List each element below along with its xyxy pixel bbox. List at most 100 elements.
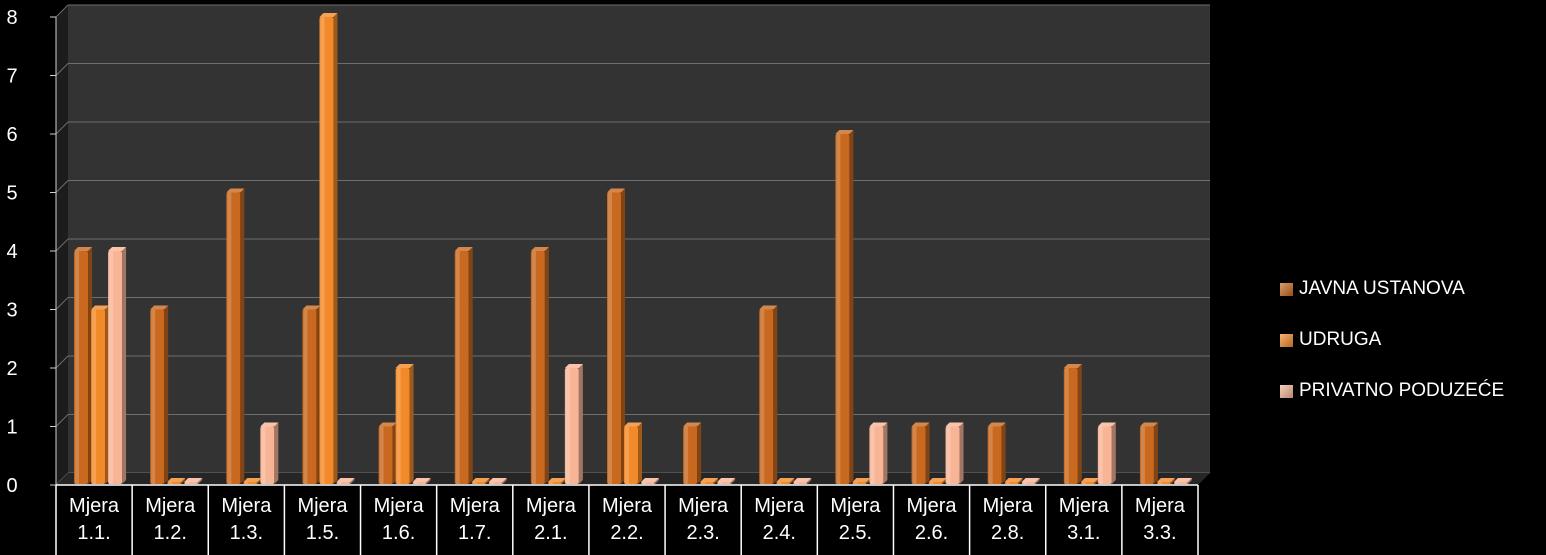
bar-udruga-11-top bbox=[852, 478, 871, 482]
bar-privatno-poduze-e-14-highlight bbox=[1098, 426, 1103, 484]
bar-javna-ustanova-1-top bbox=[74, 247, 93, 251]
y-tick-label: 0 bbox=[6, 475, 17, 497]
legend-item-udruga: UDRUGA bbox=[1280, 327, 1504, 353]
y-tick-label: 5 bbox=[6, 183, 17, 205]
bar-javna-ustanova-11-side bbox=[849, 130, 854, 484]
bar-udruga-10-top bbox=[776, 478, 795, 482]
legend-swatch-udruga bbox=[1280, 333, 1293, 347]
bar-udruga-5-highlight bbox=[396, 368, 401, 484]
bar-javna-ustanova-5-top bbox=[378, 422, 397, 427]
bar-privatno-poduze-e-1-highlight bbox=[109, 251, 114, 484]
bar-javna-ustanova-3-side bbox=[240, 188, 245, 484]
bar-udruga-3-highlight bbox=[244, 482, 249, 484]
bar-udruga-12-top bbox=[928, 478, 947, 482]
bar-javna-ustanova-8-highlight bbox=[608, 192, 612, 484]
y-tick-label: 4 bbox=[6, 241, 17, 263]
bar-privatno-poduze-e-12-side bbox=[959, 422, 964, 484]
bar-privatno-poduze-e-7-side bbox=[578, 364, 583, 484]
bar-privatno-poduze-e-6-top bbox=[488, 478, 507, 482]
bar-privatno-poduze-e-4-highlight bbox=[337, 482, 342, 484]
bar-javna-ustanova-10-highlight bbox=[760, 309, 765, 484]
bar-javna-ustanova-14-top bbox=[1063, 364, 1082, 368]
bar-privatno-poduze-e-9-side bbox=[731, 478, 736, 484]
bar-udruga-15-top bbox=[1156, 478, 1175, 482]
chart-legend: JAVNA USTANOVA UDRUGA PRIVATNO PODUZEĆE bbox=[1280, 276, 1504, 429]
bar-privatno-poduze-e-11-side bbox=[883, 422, 888, 484]
bar-udruga-4-side bbox=[333, 13, 338, 484]
x-category-label: Mjera bbox=[221, 495, 272, 517]
bar-udruga-8-side bbox=[638, 422, 642, 484]
bar-javna-ustanova-12-side bbox=[925, 422, 930, 484]
x-category-label: Mjera bbox=[297, 495, 348, 517]
x-category-label: 2.1. bbox=[534, 522, 567, 544]
bar-udruga-10-highlight bbox=[777, 482, 782, 484]
bar-privatno-poduze-e-3-highlight bbox=[261, 426, 266, 484]
bar-javna-ustanova-14-side bbox=[1077, 364, 1082, 484]
bar-javna-ustanova-3-top bbox=[226, 188, 245, 193]
bar-udruga-7-highlight bbox=[548, 482, 553, 484]
x-category-label: 1.6. bbox=[382, 522, 415, 544]
legend-label-udruga: UDRUGA bbox=[1299, 329, 1382, 350]
bar-javna-ustanova-4-highlight bbox=[303, 309, 308, 484]
bar-javna-ustanova-9-side bbox=[697, 422, 702, 484]
gridline-side bbox=[55, 238, 69, 252]
bar-privatno-poduze-e-10-side bbox=[807, 478, 812, 484]
bar-javna-ustanova-3-highlight bbox=[227, 192, 232, 484]
bar-privatno-poduze-e-5-top bbox=[412, 478, 431, 482]
gridline-side bbox=[55, 63, 69, 76]
bar-privatno-poduze-e-6-side bbox=[502, 478, 507, 484]
bar-privatno-poduze-e-7-top bbox=[564, 364, 583, 368]
bar-javna-ustanova-13-side bbox=[1001, 422, 1006, 484]
bar-udruga-9-highlight bbox=[701, 482, 706, 484]
x-category-label: 2.2. bbox=[610, 522, 643, 544]
bar-udruga-15-side bbox=[1170, 478, 1175, 484]
bar-privatno-poduze-e-14-side bbox=[1111, 422, 1116, 484]
x-category-label: Mjera bbox=[1135, 495, 1186, 517]
bar-privatno-poduze-e-3-side bbox=[274, 422, 279, 484]
bar-privatno-poduze-e-8-side bbox=[655, 478, 659, 484]
bar-javna-ustanova-6-side bbox=[468, 247, 473, 484]
bar-udruga-6-top bbox=[471, 478, 490, 482]
x-category-label: Mjera bbox=[754, 495, 805, 517]
gridline-side bbox=[55, 355, 69, 369]
bar-javna-ustanova-12-top bbox=[911, 422, 930, 427]
bar-privatno-poduze-e-1-side bbox=[122, 247, 127, 484]
bar-udruga-7-top bbox=[547, 478, 566, 482]
bar-privatno-poduze-e-6-highlight bbox=[489, 482, 494, 484]
bar-javna-ustanova-10-top bbox=[759, 305, 778, 310]
x-category-label: 1.3. bbox=[230, 522, 263, 544]
bar-udruga-6-side bbox=[485, 478, 490, 484]
bar-privatno-poduze-e-10-top bbox=[793, 478, 812, 482]
bar-javna-ustanova-2-side bbox=[164, 305, 169, 484]
bar-privatno-poduze-e-9-top bbox=[717, 478, 736, 482]
x-category-label: Mjera bbox=[678, 495, 729, 517]
bar-udruga-11-highlight bbox=[853, 482, 858, 484]
bar-udruga-9-top bbox=[700, 478, 719, 482]
x-category-label: 1.7. bbox=[458, 522, 491, 544]
y-tick-label: 3 bbox=[6, 300, 17, 322]
gridline-side bbox=[55, 414, 69, 427]
bar-udruga-6-highlight bbox=[472, 482, 477, 484]
x-category-label: 2.8. bbox=[991, 522, 1024, 544]
bar-javna-ustanova-14-highlight bbox=[1064, 368, 1069, 484]
bar-privatno-poduze-e-2-highlight bbox=[185, 482, 190, 484]
bar-privatno-poduze-e-15-side bbox=[1187, 478, 1192, 484]
bar-javna-ustanova-7-top bbox=[530, 247, 549, 251]
bar-privatno-poduze-e-2-side bbox=[198, 478, 203, 484]
bar-privatno-poduze-e-8-top bbox=[641, 478, 659, 482]
bar-javna-ustanova-7-highlight bbox=[531, 251, 536, 484]
bar-udruga-2-highlight bbox=[168, 482, 173, 484]
bar-javna-ustanova-1-highlight bbox=[75, 251, 80, 484]
y-tick-label: 8 bbox=[6, 7, 17, 29]
gridline-side bbox=[55, 121, 69, 135]
bar-javna-ustanova-7-side bbox=[544, 247, 549, 484]
bar-udruga-14-highlight bbox=[1081, 482, 1086, 484]
bar-javna-ustanova-6-top bbox=[454, 247, 473, 251]
bar-udruga-8-top bbox=[624, 422, 642, 427]
y-tick-label: 6 bbox=[6, 124, 17, 146]
legend-swatch-privatno-poduzece bbox=[1280, 384, 1293, 398]
x-category-label: 2.5. bbox=[839, 522, 872, 544]
bar-privatno-poduze-e-14-top bbox=[1097, 422, 1116, 427]
bar-javna-ustanova-6-highlight bbox=[455, 251, 460, 484]
